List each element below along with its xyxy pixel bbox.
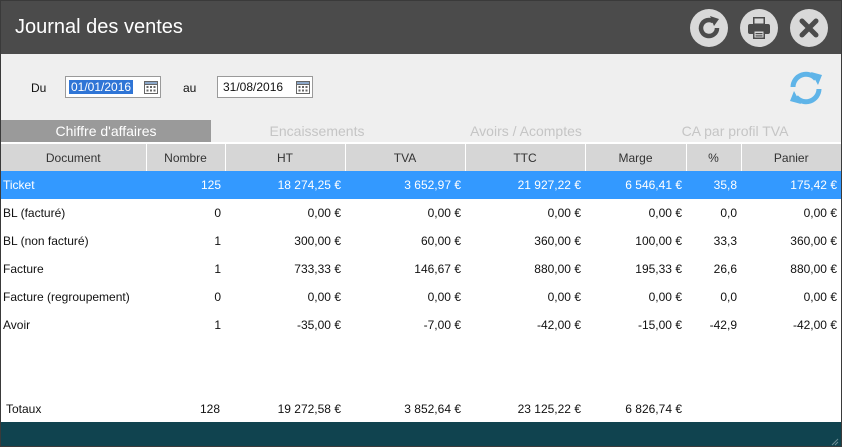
cell-ttc: 880,00 € — [534, 262, 581, 276]
cell-panier: -42,00 € — [792, 318, 837, 332]
calendar-icon[interactable] — [296, 80, 310, 94]
cell-ttc: 0,00 € — [547, 206, 581, 220]
cell-percent: 0,0 — [720, 206, 737, 220]
cell-nombre: 0 — [214, 290, 221, 304]
cell-ttc: 0,00 € — [547, 290, 581, 304]
refresh-button[interactable] — [690, 9, 728, 47]
cell-nombre: 125 — [146, 171, 225, 199]
cell-marge: -15,00 € — [637, 318, 682, 332]
cell-percent: 33,3 — [713, 234, 737, 248]
cell-tva: 0,00 € — [427, 290, 461, 304]
cell-panier: 360,00 € — [790, 234, 837, 248]
close-icon — [799, 18, 819, 38]
from-label: Du — [31, 81, 47, 95]
window-title: Journal des ventes — [15, 16, 183, 38]
column-header-panier[interactable]: Panier — [741, 144, 841, 171]
cell-panier: 0,00 € — [803, 206, 837, 220]
tab-ca-profil-tva[interactable]: CA par profil TVA — [681, 123, 789, 139]
cell-percent: 35,8 — [686, 171, 741, 199]
cell-marge: 0,00 € — [648, 206, 682, 220]
cell-ht: -35,00 € — [296, 318, 341, 332]
table-row[interactable]: Ticket 125 18 274,25 € 3 652,97 € 21 927… — [1, 171, 841, 199]
cell-nombre: 0 — [214, 206, 221, 220]
cell-ht: 0,00 € — [307, 206, 341, 220]
to-date-value[interactable]: 31/08/2016 — [223, 80, 284, 94]
cell-ht: 18 274,25 € — [225, 171, 345, 199]
cell-ttc: -42,00 € — [536, 318, 581, 332]
totals-nombre: 128 — [199, 402, 220, 416]
print-icon — [748, 17, 770, 39]
cell-tva: 3 652,97 € — [345, 171, 465, 199]
table-row[interactable]: BL (facturé) 0 0,00 € 0,00 € 0,00 € 0,00… — [1, 199, 841, 227]
cell-panier: 175,42 € — [741, 171, 841, 199]
column-header-percent[interactable]: % — [686, 144, 742, 171]
sync-icon[interactable] — [787, 69, 825, 107]
cell-document: BL (non facturé) — [3, 234, 89, 248]
totals-ht: 19 272,58 € — [277, 402, 341, 416]
tab-chiffre-affaires[interactable]: Chiffre d'affaires — [1, 120, 211, 142]
cell-tva: -7,00 € — [423, 318, 461, 332]
column-header-marge[interactable]: Marge — [585, 144, 687, 171]
close-button[interactable] — [790, 9, 828, 47]
totals-label: Totaux — [6, 402, 42, 416]
cell-tva: 60,00 € — [420, 234, 461, 248]
table-row[interactable]: Avoir 1 -35,00 € -7,00 € -42,00 € -15,00… — [1, 311, 841, 339]
cell-panier: 880,00 € — [790, 262, 837, 276]
cell-document: BL (facturé) — [3, 206, 66, 220]
cell-marge: 6 546,41 € — [585, 171, 686, 199]
column-header-ttc[interactable]: TTC — [465, 144, 586, 171]
cell-document: Ticket — [1, 171, 146, 199]
cell-tva: 146,67 € — [414, 262, 461, 276]
from-date-field[interactable]: 01/01/2016 — [65, 76, 161, 98]
cell-ht: 0,00 € — [307, 290, 341, 304]
tab-bar: Chiffre d'affaires Encaissements Avoirs … — [1, 120, 841, 142]
to-date-field[interactable]: 31/08/2016 — [217, 76, 313, 98]
from-date-value[interactable]: 01/01/2016 — [69, 80, 134, 94]
calendar-icon[interactable] — [144, 80, 158, 94]
cell-percent: -42,9 — [709, 318, 737, 332]
column-header-ht[interactable]: HT — [225, 144, 346, 171]
column-header-nombre[interactable]: Nombre — [146, 144, 226, 171]
cell-document: Facture (regroupement) — [3, 290, 130, 304]
footer-bar — [1, 422, 841, 446]
title-bar: Journal des ventes — [1, 1, 841, 54]
totals-row: Totaux 128 19 272,58 € 3 852,64 € 23 125… — [1, 396, 841, 422]
table-row[interactable]: Facture (regroupement) 0 0,00 € 0,00 € 0… — [1, 283, 841, 311]
tab-encaissements[interactable]: Encaissements — [269, 123, 365, 139]
cell-nombre: 1 — [214, 262, 221, 276]
column-header-tva[interactable]: TVA — [345, 144, 466, 171]
date-filter-bar: Du 01/01/2016 au 31/08/2016 — [1, 54, 841, 120]
totals-marge: 6 826,74 € — [625, 402, 682, 416]
cell-tva: 0,00 € — [427, 206, 461, 220]
cell-ht: 733,33 € — [294, 262, 341, 276]
to-label: au — [183, 81, 197, 95]
cell-nombre: 1 — [214, 318, 221, 332]
cell-percent: 26,6 — [713, 262, 737, 276]
resize-grip-icon[interactable] — [829, 436, 839, 446]
cell-percent: 0,0 — [720, 290, 737, 304]
cell-panier: 0,00 € — [803, 290, 837, 304]
table-row[interactable]: BL (non facturé) 1 300,00 € 60,00 € 360,… — [1, 227, 841, 255]
cell-document: Avoir — [3, 318, 31, 332]
totals-ttc: 23 125,22 € — [517, 402, 581, 416]
tab-avoirs-acomptes[interactable]: Avoirs / Acomptes — [470, 123, 582, 139]
cell-marge: 195,33 € — [635, 262, 682, 276]
cell-nombre: 1 — [214, 234, 221, 248]
sales-table: Document Nombre HT TVA TTC Marge % Panie… — [1, 144, 841, 339]
print-button[interactable] — [740, 9, 778, 47]
table-header: Document Nombre HT TVA TTC Marge % Panie… — [1, 144, 841, 171]
totals-tva: 3 852,64 € — [404, 402, 461, 416]
cell-document: Facture — [3, 262, 44, 276]
column-header-document[interactable]: Document — [1, 144, 147, 171]
cell-marge: 0,00 € — [648, 290, 682, 304]
cell-ttc: 360,00 € — [534, 234, 581, 248]
cell-marge: 100,00 € — [635, 234, 682, 248]
cell-ttc: 21 927,22 € — [465, 171, 585, 199]
table-row[interactable]: Facture 1 733,33 € 146,67 € 880,00 € 195… — [1, 255, 841, 283]
cell-ht: 300,00 € — [294, 234, 341, 248]
refresh-icon — [698, 16, 720, 39]
